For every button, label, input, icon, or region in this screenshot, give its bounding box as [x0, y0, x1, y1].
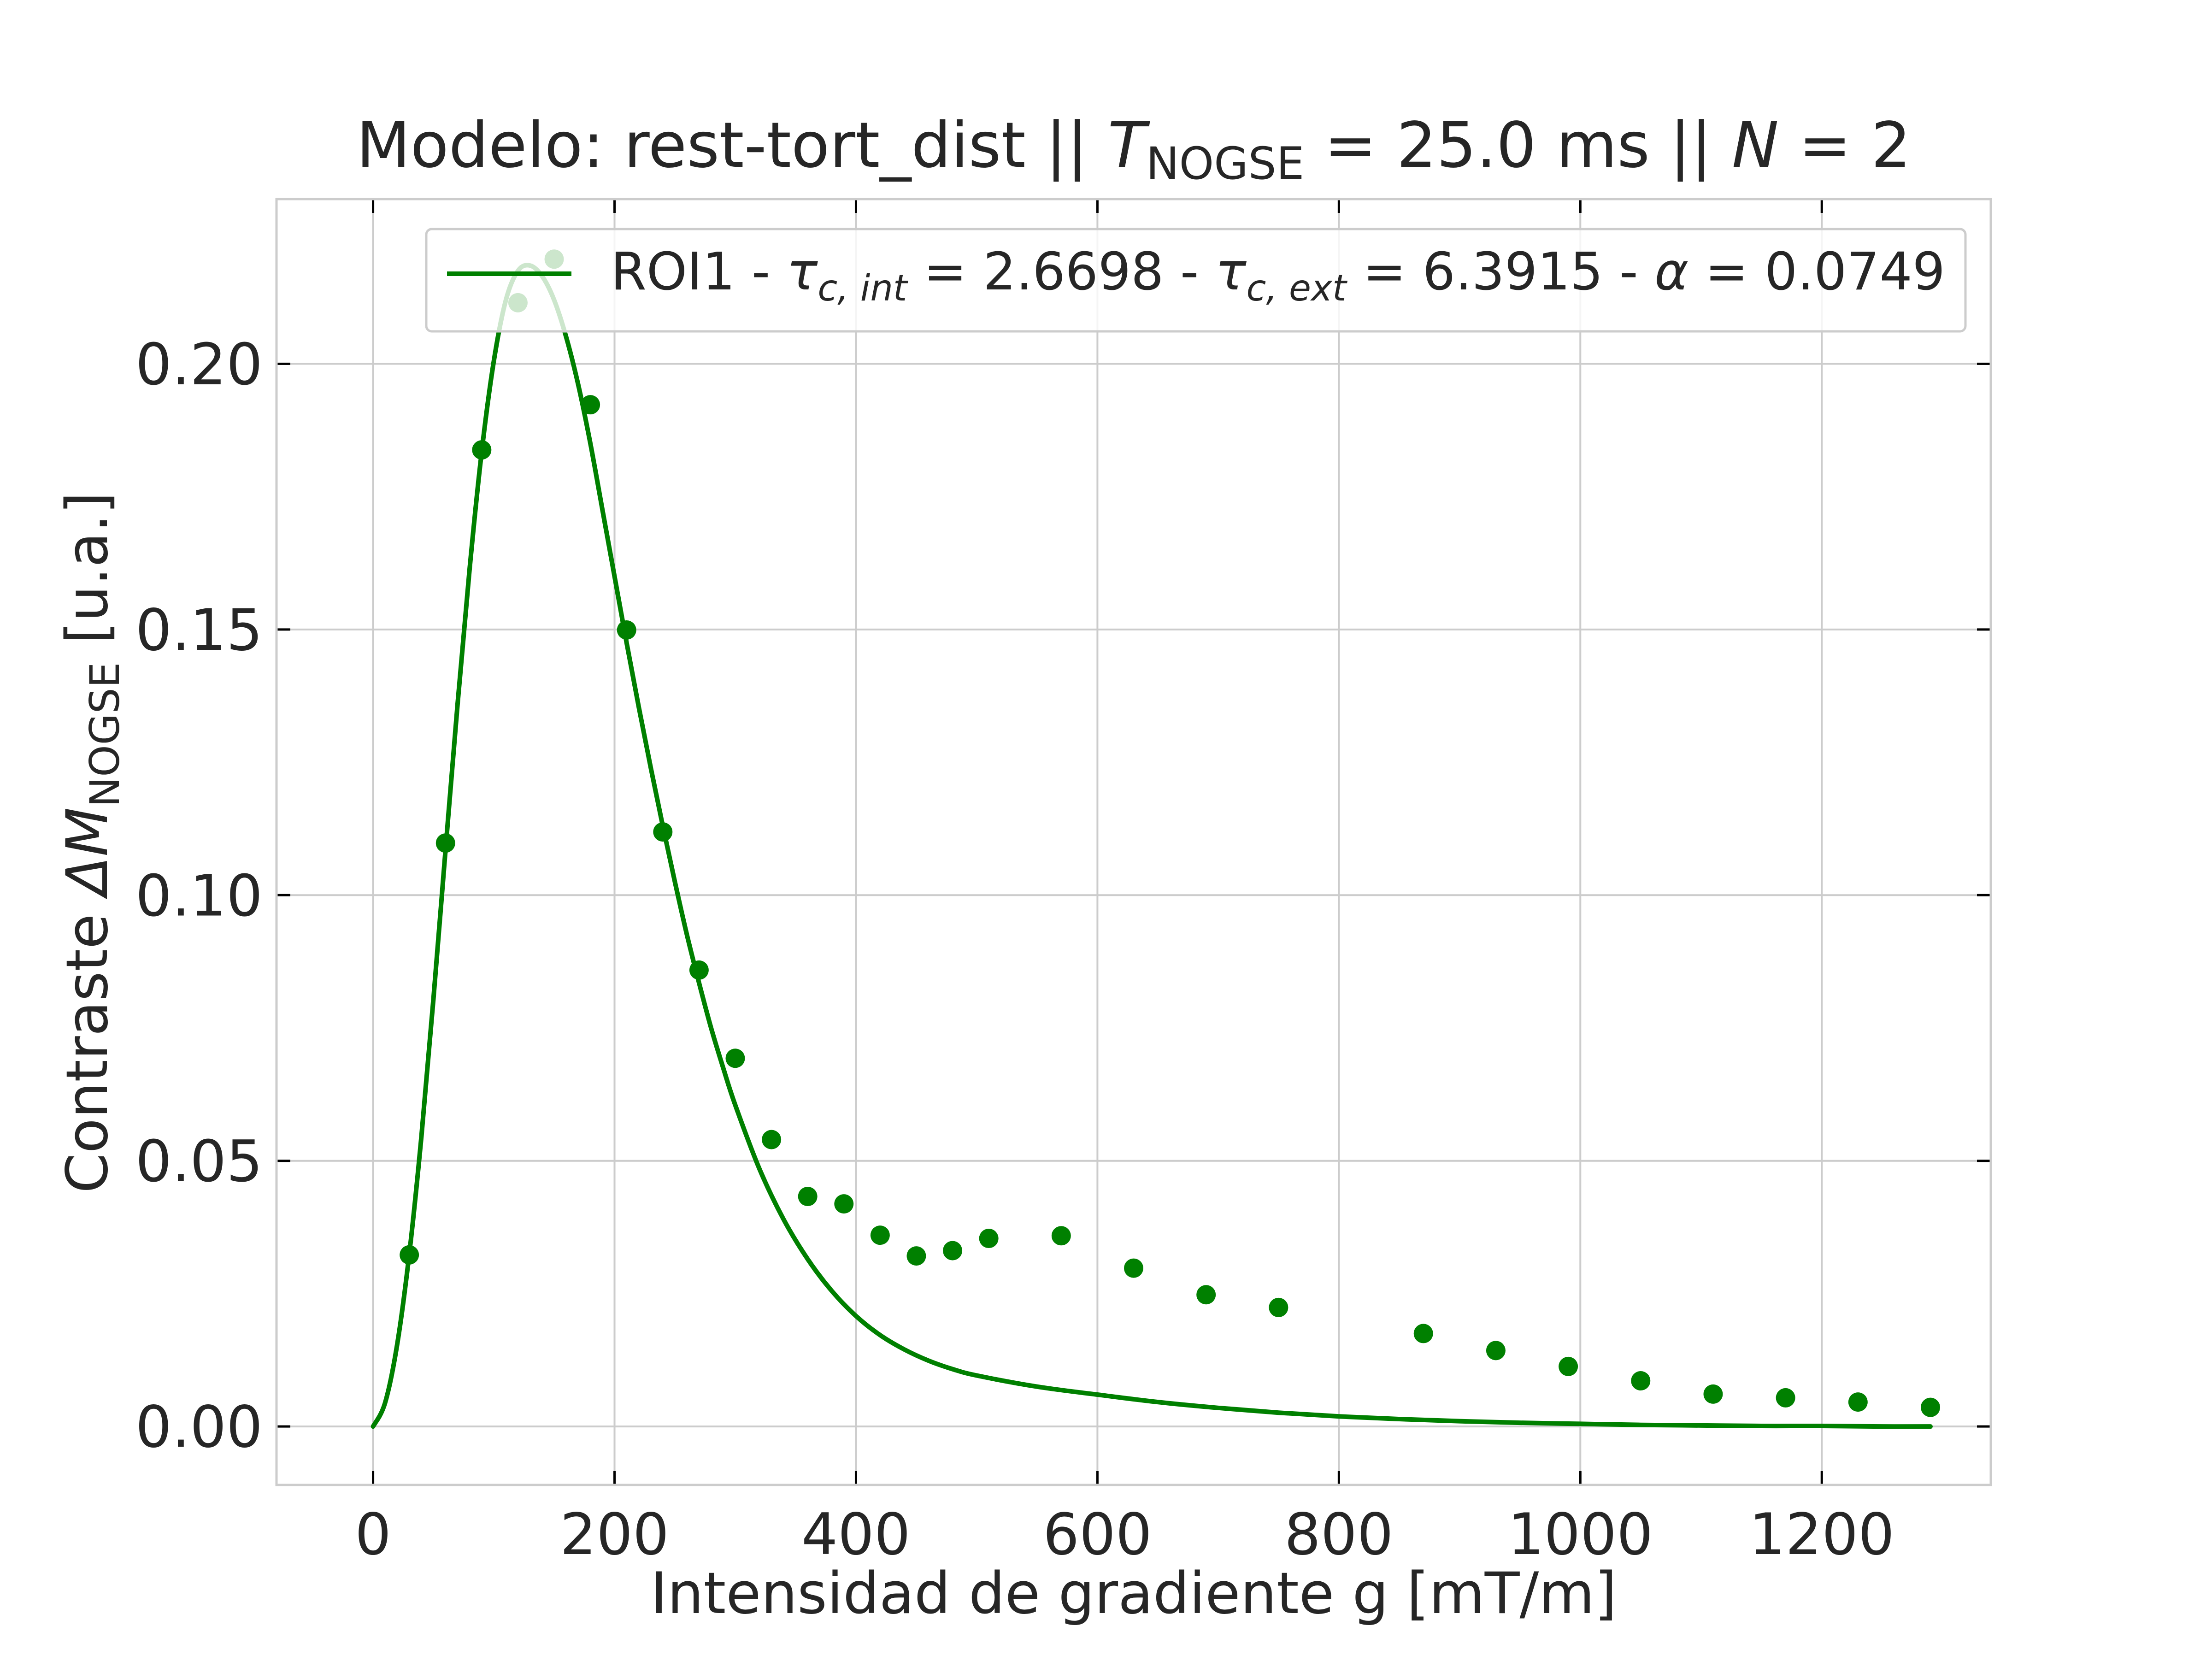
- y-tick-label: 0.15: [135, 597, 263, 664]
- x-tick-label: 0: [355, 1502, 391, 1568]
- y-axis-label-prefix: Contraste: [54, 895, 121, 1193]
- x-tick-label: 200: [560, 1502, 669, 1568]
- data-point: [1051, 1226, 1071, 1246]
- data-point: [1413, 1324, 1433, 1343]
- legend-tau-int-symbol: τ: [787, 242, 818, 302]
- chart-title-prefix: Modelo: rest-tort_dist ||: [356, 109, 1108, 182]
- y-tick-label: 0.10: [135, 863, 263, 929]
- data-point: [1486, 1341, 1506, 1361]
- tick-labels: 0 200 400 600 800 1000 1200 0.00 0.05 0.10 0.15 0.2…: [135, 331, 1894, 1568]
- x-tick-label: 400: [801, 1502, 911, 1568]
- y-axis-label-suffix: [u.a.]: [54, 492, 121, 662]
- data-point: [870, 1225, 890, 1245]
- data-point: [1848, 1392, 1868, 1412]
- data-point: [834, 1194, 854, 1214]
- data-point: [906, 1246, 926, 1266]
- data-point: [943, 1241, 963, 1260]
- x-tick-label: 800: [1284, 1502, 1394, 1568]
- x-axis-label: Intensidad de gradiente g [mT/m]: [651, 1561, 1617, 1627]
- legend-tau-ext-value: = 6.3915 -: [1347, 242, 1655, 302]
- y-axis-label-symbol: ΔM: [54, 807, 121, 899]
- data-point: [1703, 1384, 1723, 1404]
- data-point: [1559, 1356, 1578, 1376]
- chart-title-n-value: = 2: [1779, 109, 1911, 182]
- fit-curve: [371, 263, 1933, 1429]
- plot-area: [276, 199, 1991, 1485]
- legend-tau-ext-symbol: τ: [1215, 242, 1247, 302]
- y-tick-label: 0.20: [135, 331, 263, 398]
- data-point: [1196, 1285, 1216, 1305]
- data-point: [1124, 1258, 1143, 1278]
- chart-title-n-symbol: N: [1732, 109, 1779, 182]
- data-point: [725, 1048, 745, 1068]
- data-point: [1776, 1388, 1795, 1408]
- legend-roi: ROI1 -: [611, 242, 787, 302]
- legend-tau-int-subscript: c, int: [818, 268, 908, 309]
- legend-alpha-symbol: α: [1654, 242, 1688, 302]
- y-axis-label-subscript: NOGSE: [81, 662, 129, 807]
- x-tick-label: 1000: [1508, 1502, 1653, 1568]
- tick-marks: [276, 199, 1991, 1485]
- chart-title-t-subscript: NOGSE: [1146, 138, 1304, 189]
- legend-label: ROI1 - τc, int = 2.6698 - τc, ext = 6.39…: [611, 242, 1945, 309]
- y-tick-label: 0.05: [135, 1129, 263, 1195]
- x-tick-label: 600: [1043, 1502, 1152, 1568]
- chart-title-t-symbol: T: [1108, 109, 1150, 182]
- data-point: [762, 1130, 782, 1149]
- data-point: [1921, 1397, 1941, 1417]
- y-tick-label: 0.00: [135, 1394, 263, 1461]
- legend-tau-ext-subscript: c, ext: [1247, 268, 1348, 309]
- plot-frame: [275, 198, 1992, 1486]
- x-tick-label: 1200: [1749, 1502, 1894, 1568]
- data-point: [1631, 1371, 1651, 1391]
- data-point: [1269, 1297, 1288, 1317]
- data-point: [979, 1229, 999, 1249]
- legend-box: [425, 228, 1967, 333]
- y-axis-label: Contraste ΔMNOGSE [u.a.]: [54, 492, 129, 1193]
- legend-alpha-value: = 0.0749: [1688, 242, 1945, 302]
- data-point: [798, 1186, 818, 1206]
- legend-tau-int-value: = 2.6698 -: [907, 242, 1216, 302]
- legend: ROI1 - τc, int = 2.6698 - τc, ext = 6.39…: [425, 228, 1967, 333]
- grid-lines: [276, 199, 1991, 1485]
- chart-title-t-value: = 25.0 ms ||: [1304, 109, 1732, 182]
- chart-title: Modelo: rest-tort_dist || TNOGSE = 25.0 …: [356, 109, 1911, 189]
